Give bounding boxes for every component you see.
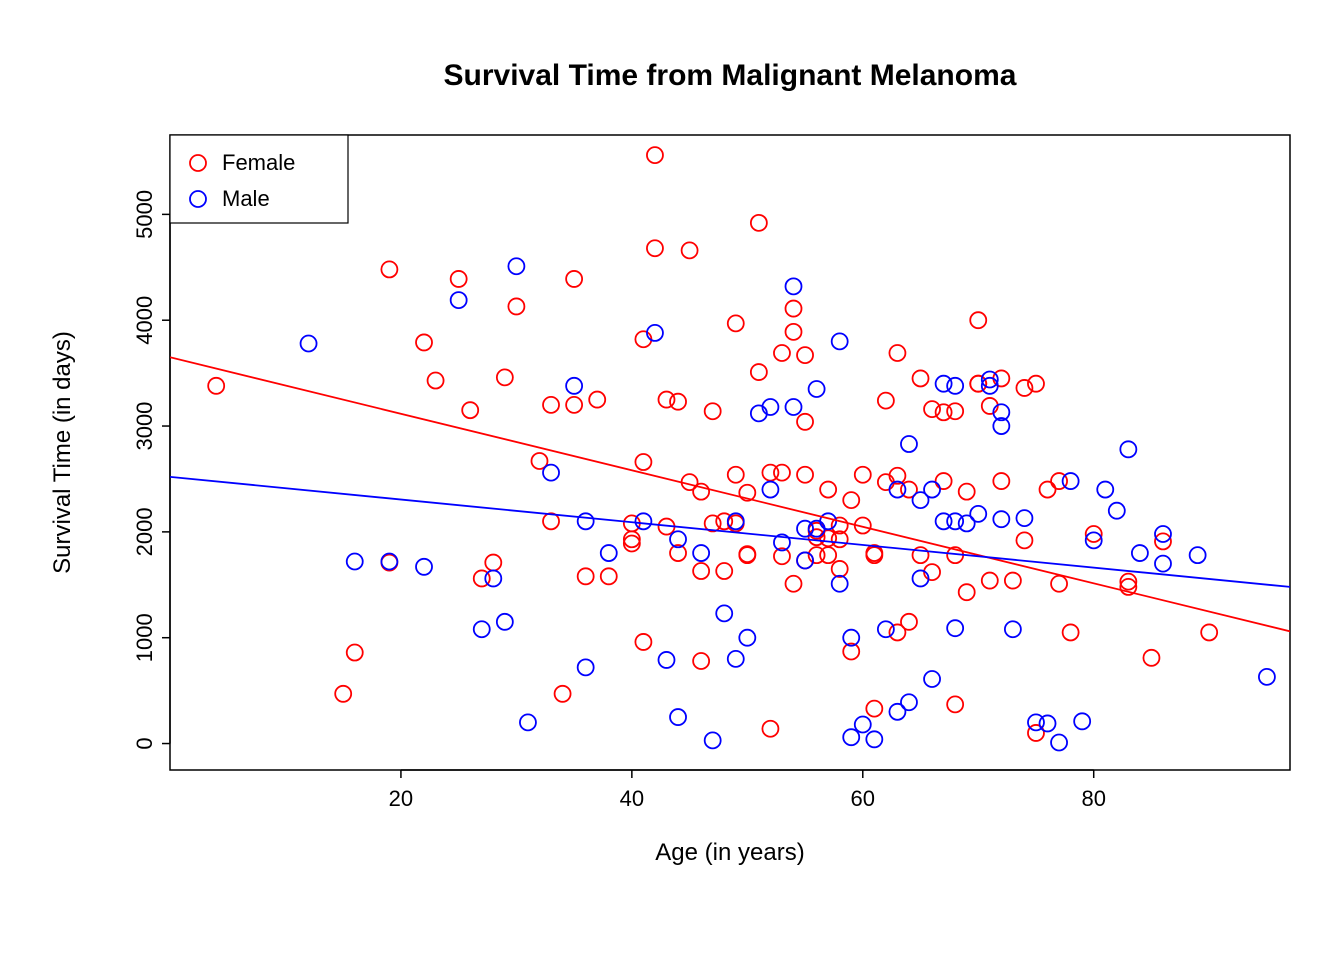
y-tick-label: 5000 xyxy=(132,190,157,239)
legend-label-female: Female xyxy=(222,150,295,175)
x-axis-label: Age (in years) xyxy=(655,839,804,866)
x-tick-label: 80 xyxy=(1081,786,1105,811)
scatter-chart: Survival Time from Malignant Melanoma 20 4… xyxy=(0,0,1344,960)
y-tick-label: 2000 xyxy=(132,507,157,556)
x-tick-label: 20 xyxy=(389,786,413,811)
y-axis-label: Survival Time (in days) xyxy=(49,331,76,574)
y-tick-label: 0 xyxy=(132,737,157,749)
y-tick-label: 3000 xyxy=(132,402,157,451)
y-tick-label: 1000 xyxy=(132,613,157,662)
y-tick-label: 4000 xyxy=(132,296,157,345)
x-tick-label: 40 xyxy=(620,786,644,811)
legend-label-male: Male xyxy=(222,186,270,211)
chart-container: Survival Time from Malignant Melanoma 20 4… xyxy=(0,0,1344,960)
chart-title: Survival Time from Malignant Melanoma xyxy=(444,59,1017,92)
x-tick-label: 60 xyxy=(851,786,875,811)
